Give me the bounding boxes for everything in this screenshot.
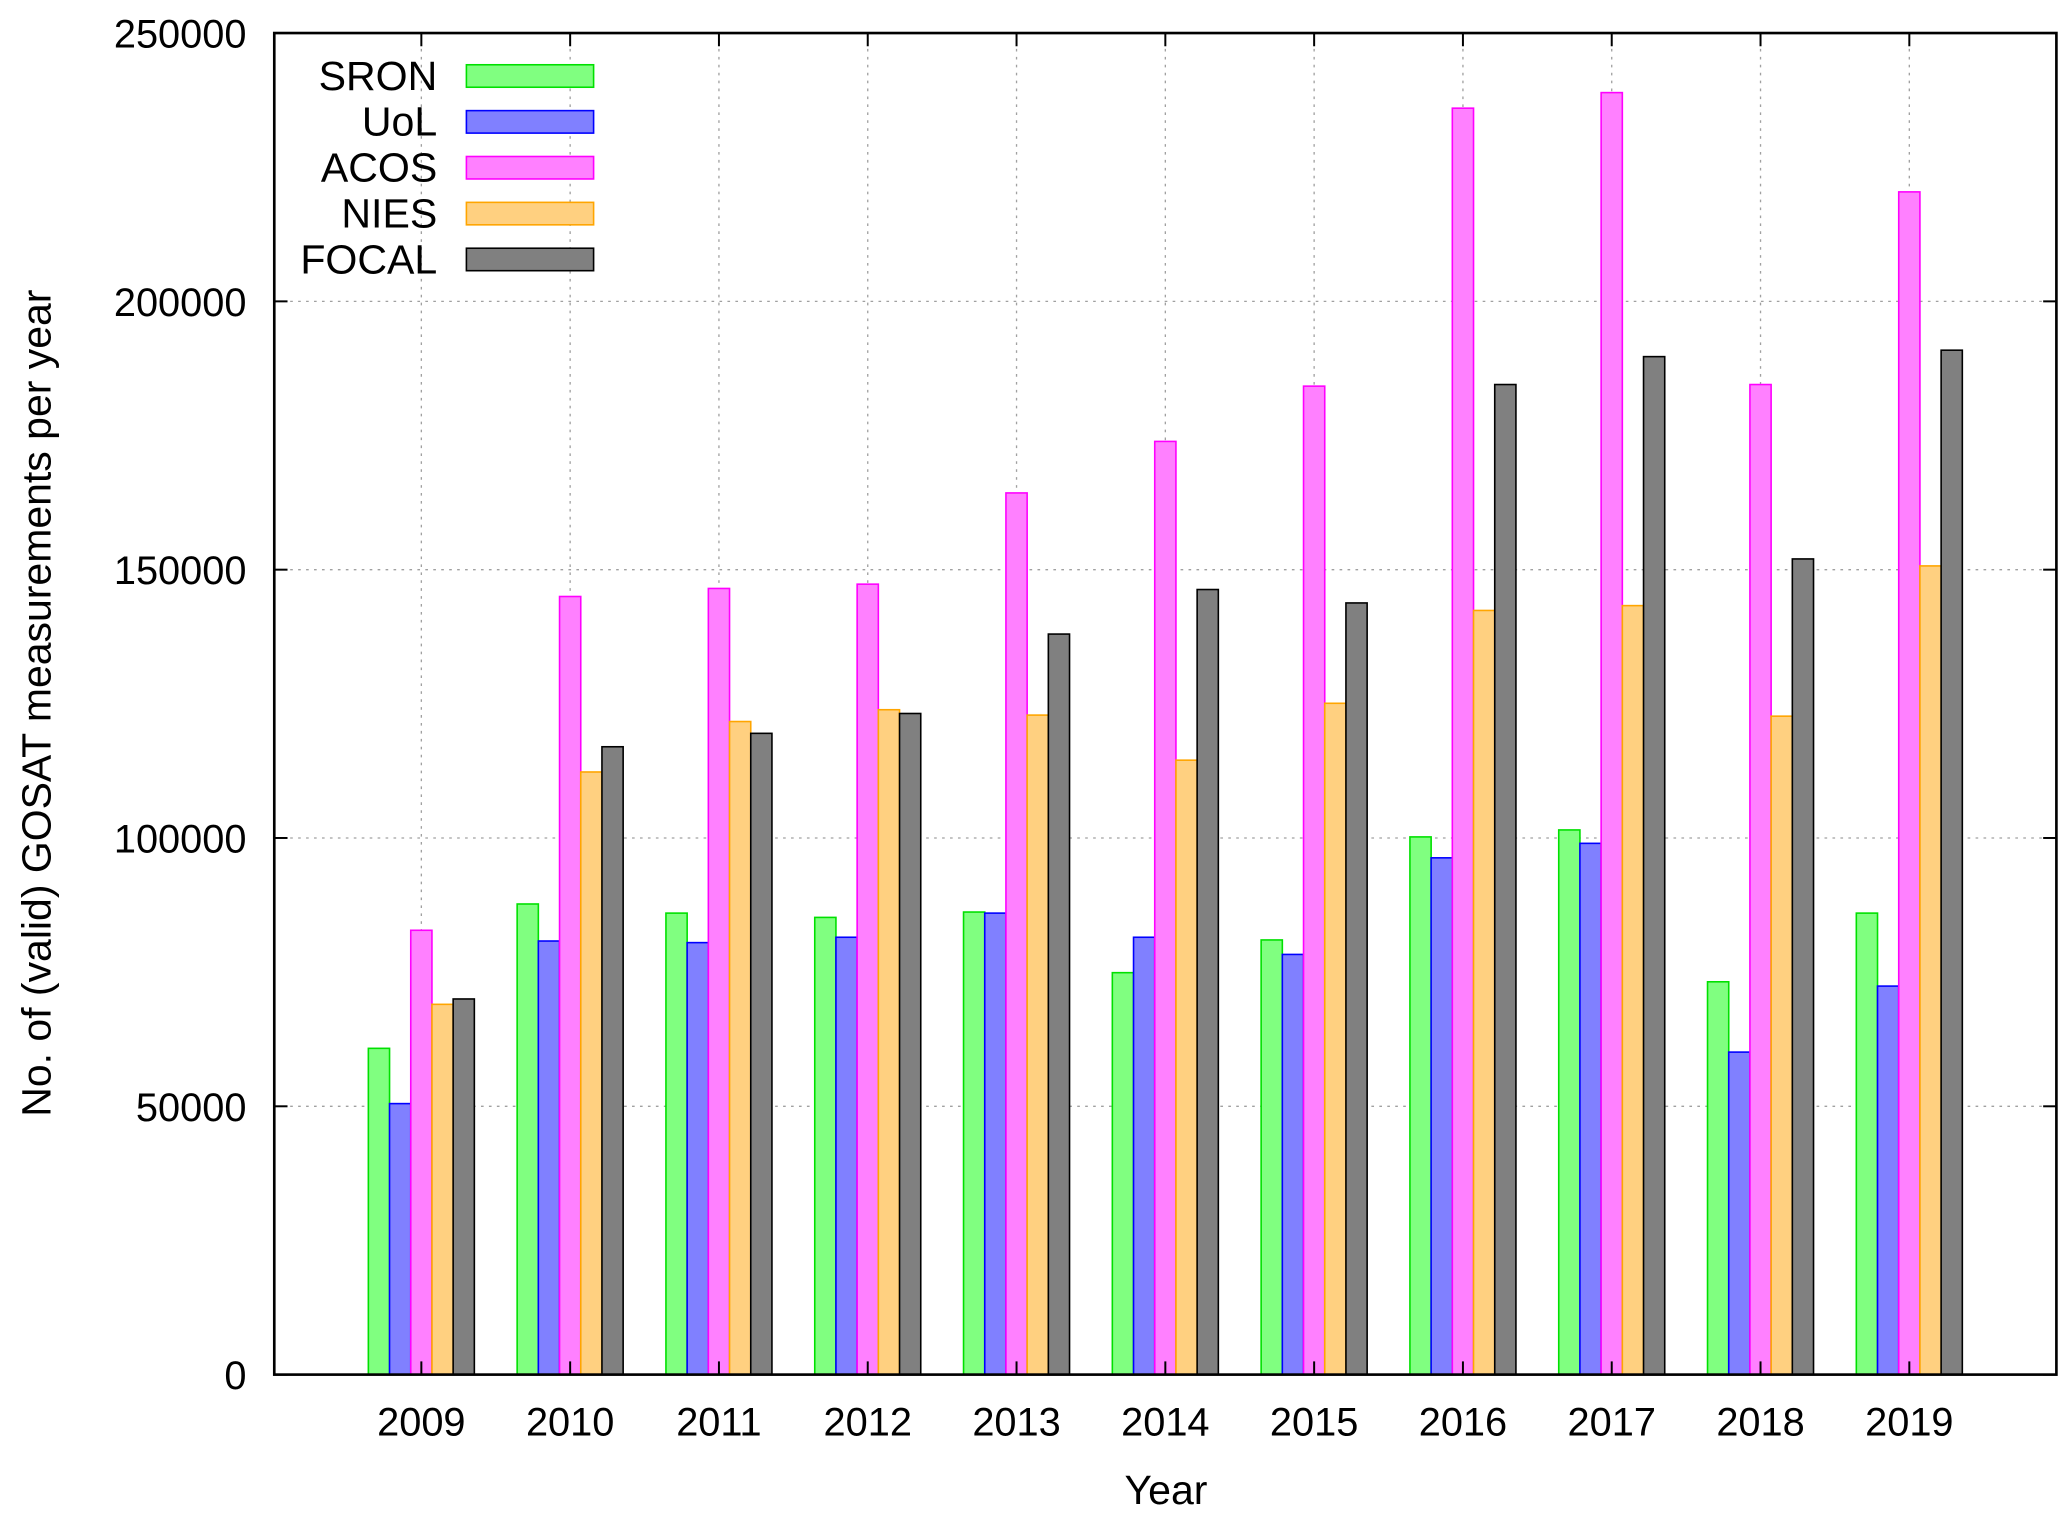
bar-uol-2018 [1727,1051,1751,1376]
bar-focal-2019 [1940,349,1964,1376]
bar-focal-2017 [1642,355,1666,1376]
bar-nies-2013 [1026,714,1050,1376]
bar-uol-2017 [1579,842,1602,1376]
bar-acos-2014 [1153,440,1177,1376]
x-tick-label: 2011 [676,1400,761,1444]
bar-sron-2016 [1409,836,1432,1376]
legend-swatch-uol [465,109,595,134]
legend-swatch-focal [465,247,595,272]
bar-uol-2012 [835,936,858,1376]
bar-uol-2011 [686,941,710,1376]
bar-uol-2009 [388,1102,412,1376]
x-tick-label: 2017 [1568,1400,1656,1444]
x-tick-label: 2019 [1865,1400,1953,1444]
bar-sron-2019 [1855,912,1879,1376]
x-axis-label: Year [1125,1467,1208,1513]
x-axis-ticks: 2009 2010 2011 2012 2013 2014 2015 2016 2017 2018… [377,33,1954,1444]
bar-nies-2015 [1323,702,1347,1376]
bar-nies-2009 [431,1003,454,1376]
bar-nies-2019 [1919,565,1942,1376]
bar-sron-2013 [962,911,986,1376]
bar-focal-2010 [601,745,624,1376]
legend-label-focal: FOCAL [300,236,437,282]
x-tick-label: 2009 [377,1400,465,1444]
y-tick-label: 0 [224,1354,246,1398]
bar-uol-2013 [983,912,1007,1376]
x-tick-label: 2013 [972,1400,1060,1444]
bar-sron-2017 [1557,829,1581,1376]
x-tick-label: 2014 [1121,1400,1209,1444]
bar-acos-2011 [707,587,731,1376]
bar-focal-2012 [898,712,922,1376]
bar-acos-2009 [409,929,433,1376]
legend-swatch-sron [465,63,595,89]
bar-acos-2018 [1749,383,1772,1376]
bar-acos-2017 [1600,91,1624,1376]
bar-sron-2012 [813,916,837,1376]
y-tick-label: 100000 [114,818,247,862]
bar-sron-2010 [516,903,540,1376]
y-tick-label: 200000 [114,281,247,325]
bar-nies-2016 [1472,609,1496,1376]
bar-nies-2018 [1770,715,1794,1376]
bar-acos-2019 [1897,191,1921,1376]
bar-uol-2014 [1132,936,1156,1376]
x-tick-label: 2012 [824,1400,912,1444]
bar-uol-2019 [1876,985,1900,1376]
bar-focal-2014 [1196,588,1220,1376]
legend-label-sron: SRON [319,53,438,99]
bar-nies-2014 [1175,759,1198,1376]
bar-nies-2012 [877,708,901,1376]
bar-focal-2018 [1791,558,1815,1376]
bar-acos-2010 [558,595,582,1376]
bar-uol-2016 [1430,857,1454,1376]
bar-sron-2018 [1706,981,1730,1376]
bar-acos-2012 [856,583,880,1376]
bar-focal-2013 [1047,633,1071,1376]
legend-label-uol: UoL [362,99,437,145]
y-axis-label: No. of (valid) GOSAT measurements per ye… [13,290,59,1117]
x-tick-label: 2010 [526,1400,614,1444]
x-tick-label: 2015 [1270,1400,1358,1444]
x-tick-label: 2016 [1419,1400,1507,1444]
bar-uol-2015 [1281,953,1305,1376]
bar-focal-2009 [452,998,476,1376]
bar-acos-2015 [1302,385,1326,1376]
bar-sron-2009 [367,1047,391,1376]
bar-nies-2010 [579,771,603,1376]
y-axis-ticks: 0 50000 100000 150000 200000 250000 [114,13,2057,1398]
bar-sron-2015 [1260,939,1284,1376]
bars [367,91,1964,1376]
bar-sron-2014 [1111,971,1135,1376]
legend-label-nies: NIES [341,191,437,237]
bar-focal-2011 [749,732,773,1376]
y-tick-label: 50000 [136,1086,247,1130]
bar-uol-2010 [537,940,561,1376]
bar-acos-2016 [1451,107,1475,1376]
legend-swatch-acos [465,155,595,180]
bar-sron-2011 [665,912,688,1376]
bar-acos-2013 [1005,492,1028,1376]
legend-label-acos: ACOS [321,145,437,191]
bar-focal-2015 [1345,602,1368,1376]
legend-swatch-nies [465,201,595,226]
bar-nies-2017 [1621,604,1645,1376]
bar-nies-2011 [728,720,752,1376]
y-tick-label: 150000 [114,549,247,593]
x-tick-label: 2018 [1716,1400,1804,1444]
y-tick-label: 250000 [114,13,247,57]
bar-focal-2016 [1493,383,1517,1376]
